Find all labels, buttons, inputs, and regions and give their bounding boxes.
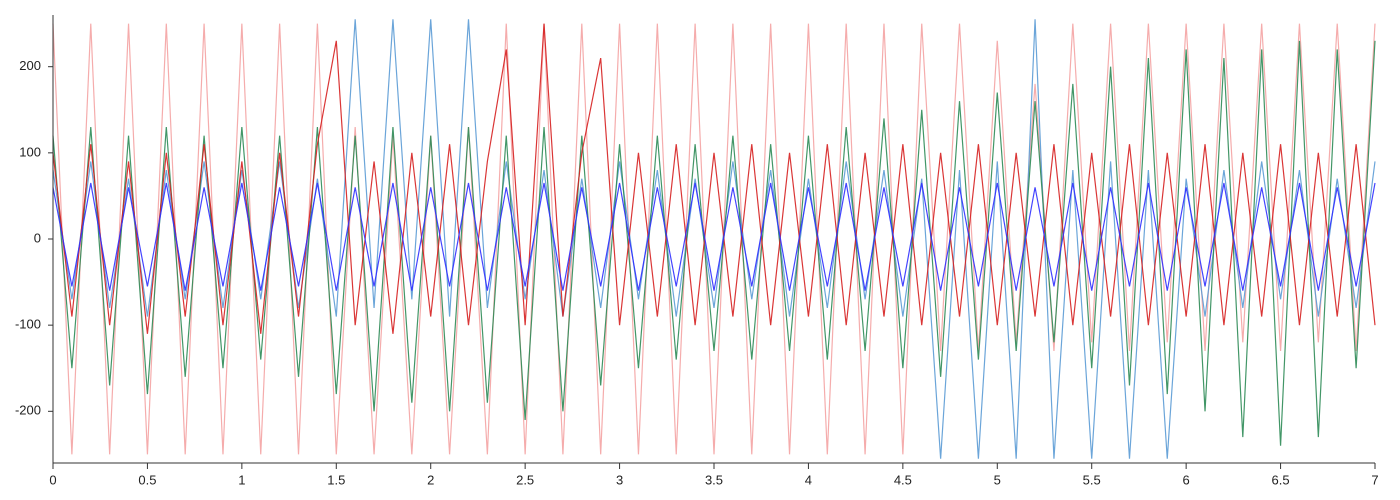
y-tick-label: -100 xyxy=(15,317,41,332)
x-tick-label: 5 xyxy=(994,472,1001,487)
x-tick-label: 3 xyxy=(616,472,623,487)
y-tick-label: 0 xyxy=(34,230,41,245)
signal-line xyxy=(52,23,1376,455)
x-tick-label: 0 xyxy=(49,472,56,487)
x-tick-label: 0.5 xyxy=(138,472,156,487)
y-tick-label: 100 xyxy=(19,144,41,159)
x-tick-label: 1.5 xyxy=(327,472,345,487)
x-tick-label: 6 xyxy=(1183,472,1190,487)
x-tick-label: 6.5 xyxy=(1272,472,1290,487)
x-tick-label: 4 xyxy=(805,472,812,487)
y-tick-label: -200 xyxy=(15,403,41,418)
x-tick-label: 7 xyxy=(1371,472,1378,487)
x-tick-label: 2 xyxy=(427,472,434,487)
signal-line xyxy=(52,23,1376,334)
x-tick-label: 5.5 xyxy=(1083,472,1101,487)
y-tick-label: 200 xyxy=(19,58,41,73)
x-tick-label: 3.5 xyxy=(705,472,723,487)
x-tick-label: 1 xyxy=(238,472,245,487)
signal-line xyxy=(52,182,1376,291)
x-tick-label: 4.5 xyxy=(894,472,912,487)
x-tick-label: 2.5 xyxy=(516,472,534,487)
